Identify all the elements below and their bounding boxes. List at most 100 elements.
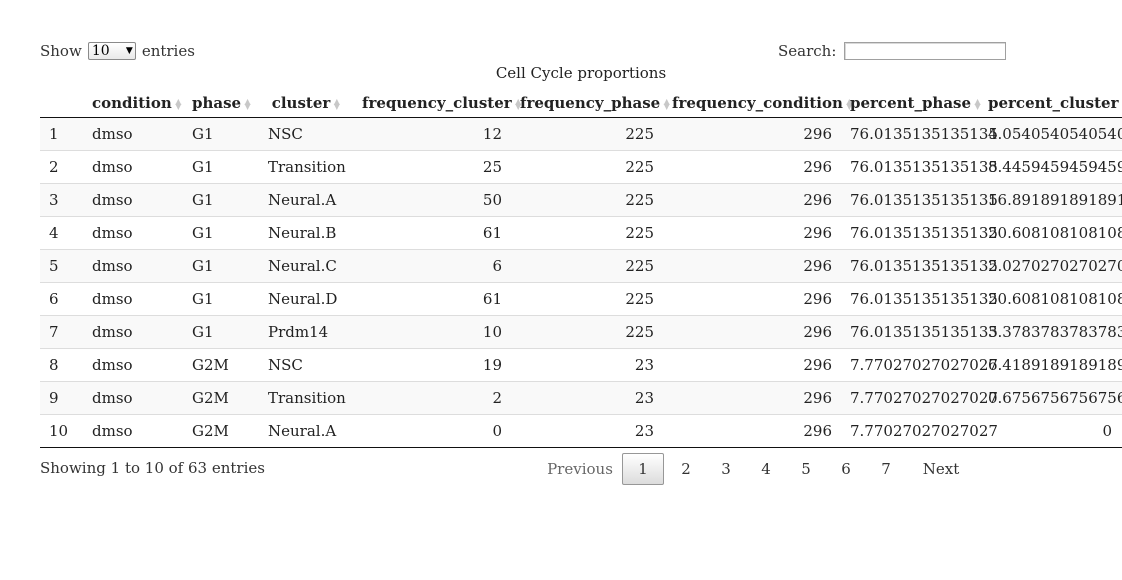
cell-phase: G1 bbox=[184, 315, 260, 349]
cell-percent-cluster: 2.02702702702703 bbox=[980, 249, 1122, 283]
sort-arrows-icon: ▲ ▼ bbox=[175, 95, 182, 111]
cell-percent-phase: 7.77027027027027 bbox=[842, 414, 998, 448]
cell-percent-phase: 76.0135135135135 bbox=[842, 282, 998, 316]
column-header-condition[interactable]: condition ▲ ▼ bbox=[84, 88, 184, 118]
page-button-2[interactable]: 2 bbox=[681, 460, 691, 478]
table-body: 1 dmso G1 NSC 12 225 296 76.0135135135135 4.0540… bbox=[40, 117, 1122, 448]
cell-cluster: Neural.D bbox=[260, 282, 354, 316]
row-index-cell: 1 bbox=[40, 117, 84, 151]
length-menu: Show 10 ▼ entries bbox=[40, 42, 195, 60]
cell-frequency-cluster: 61 bbox=[354, 216, 512, 250]
cell-frequency-cluster: 0 bbox=[354, 414, 512, 448]
search-label: Search: bbox=[778, 42, 837, 60]
page-length-select[interactable]: 10 ▼ bbox=[87, 42, 136, 60]
cell-cluster: Neural.C bbox=[260, 249, 354, 283]
cell-phase: G1 bbox=[184, 117, 260, 151]
cell-percent-phase: 76.0135135135135 bbox=[842, 183, 998, 217]
cell-frequency-cluster: 50 bbox=[354, 183, 512, 217]
table-row: 2 dmso G1 Transition 25 225 296 76.013513513513… bbox=[40, 150, 1122, 184]
cell-cluster: Transition bbox=[260, 381, 354, 415]
cell-percent-phase: 76.0135135135135 bbox=[842, 150, 998, 184]
cell-percent-phase: 76.0135135135135 bbox=[842, 249, 998, 283]
cell-frequency-condition: 296 bbox=[664, 348, 842, 382]
cell-frequency-cluster: 19 bbox=[354, 348, 512, 382]
page-button-4[interactable]: 4 bbox=[761, 460, 771, 478]
cell-phase: G2M bbox=[184, 414, 260, 448]
cell-frequency-condition: 296 bbox=[664, 216, 842, 250]
cell-cluster: Transition bbox=[260, 150, 354, 184]
cell-condition: dmso bbox=[84, 414, 184, 448]
cell-percent-cluster: 6.41891891891892 bbox=[980, 348, 1122, 382]
row-index-cell: 8 bbox=[40, 348, 84, 382]
sort-arrows-icon: ▲ ▼ bbox=[333, 95, 340, 111]
cell-phase: G1 bbox=[184, 150, 260, 184]
cell-frequency-condition: 296 bbox=[664, 183, 842, 217]
cell-frequency-condition: 296 bbox=[664, 381, 842, 415]
column-header-frequency-cluster[interactable]: frequency_cluster ▲ ▼ bbox=[354, 88, 521, 118]
page-button-1[interactable]: 1 bbox=[622, 453, 664, 485]
cell-condition: dmso bbox=[84, 183, 184, 217]
cell-frequency-cluster: 61 bbox=[354, 282, 512, 316]
cell-frequency-condition: 296 bbox=[664, 315, 842, 349]
previous-page-button[interactable]: Previous bbox=[547, 460, 613, 478]
cell-phase: G1 bbox=[184, 216, 260, 250]
column-header-cluster[interactable]: cluster ▲ ▼ bbox=[260, 88, 354, 118]
column-header-percent-cluster[interactable]: percent_cluster▲▼ bbox=[980, 88, 1122, 118]
page-button-5[interactable]: 5 bbox=[801, 460, 811, 478]
cell-frequency-cluster: 6 bbox=[354, 249, 512, 283]
cell-percent-phase: 76.0135135135135 bbox=[842, 117, 998, 151]
page-length-value: 10 bbox=[91, 43, 110, 59]
cell-percent-phase: 7.77027027027027 bbox=[842, 381, 998, 415]
cell-condition: dmso bbox=[84, 282, 184, 316]
cell-condition: dmso bbox=[84, 315, 184, 349]
page-button-7[interactable]: 7 bbox=[881, 460, 891, 478]
cell-frequency-phase: 225 bbox=[512, 249, 664, 283]
length-menu-suffix: entries bbox=[141, 42, 195, 60]
column-header-phase[interactable]: phase ▲ ▼ bbox=[184, 88, 260, 118]
cell-percent-cluster: 0 bbox=[980, 414, 1122, 448]
next-page-button[interactable]: Next bbox=[922, 460, 960, 478]
column-header-label: frequency_cluster bbox=[362, 93, 512, 112]
cell-frequency-phase: 225 bbox=[512, 117, 664, 151]
cell-percent-cluster: 20.6081081081081 bbox=[980, 282, 1122, 316]
page-button-3[interactable]: 3 bbox=[721, 460, 731, 478]
cell-condition: dmso bbox=[84, 216, 184, 250]
cell-percent-cluster: 4.05405405405405 bbox=[980, 117, 1122, 151]
column-header-frequency-condition[interactable]: frequency_condition ▲ ▼ bbox=[664, 88, 852, 118]
cell-condition: dmso bbox=[84, 249, 184, 283]
table-row: 3 dmso G1 Neural.A 50 225 296 76.0135135135135 1… bbox=[40, 183, 1122, 217]
header-row: condition ▲ ▼ phase ▲ ▼ cluster ▲ ▼ frequency_clu… bbox=[40, 88, 1122, 118]
cell-percent-cluster: 20.6081081081081 bbox=[980, 216, 1122, 250]
cell-frequency-condition: 296 bbox=[664, 150, 842, 184]
cell-percent-cluster: 0.675675675675676 bbox=[980, 381, 1122, 415]
cell-cluster: Neural.A bbox=[260, 414, 354, 448]
cell-percent-cluster: 8.44594594594595 bbox=[980, 150, 1122, 184]
cell-percent-cluster: 16.8918918918919 bbox=[980, 183, 1122, 217]
cell-frequency-cluster: 12 bbox=[354, 117, 512, 151]
row-index-cell: 3 bbox=[40, 183, 84, 217]
row-index-cell: 9 bbox=[40, 381, 84, 415]
cell-frequency-phase: 225 bbox=[512, 216, 664, 250]
sort-arrows-icon: ▲ ▼ bbox=[974, 95, 981, 111]
cell-phase: G2M bbox=[184, 348, 260, 382]
cell-condition: dmso bbox=[84, 150, 184, 184]
row-index-cell: 6 bbox=[40, 282, 84, 316]
cell-cluster: Prdm14 bbox=[260, 315, 354, 349]
cell-percent-cluster: 3.37837837837838 bbox=[980, 315, 1122, 349]
cell-phase: G1 bbox=[184, 282, 260, 316]
column-header-label: condition bbox=[92, 93, 172, 112]
table-info: Showing 1 to 10 of 63 entries bbox=[40, 459, 265, 477]
column-header-label: cluster bbox=[271, 93, 331, 112]
row-index-cell: 10 bbox=[40, 414, 84, 448]
length-menu-prefix: Show bbox=[40, 42, 82, 60]
column-header-label: frequency_phase bbox=[520, 93, 661, 112]
column-header-percent-phase[interactable]: percent_phase ▲ ▼ bbox=[842, 88, 981, 118]
column-header-frequency-phase[interactable]: frequency_phase ▲ ▼ bbox=[512, 88, 670, 118]
column-header-label: percent_cluster bbox=[988, 93, 1119, 112]
table-row: 5 dmso G1 Neural.C 6 225 296 76.0135135135135 2.… bbox=[40, 249, 1122, 283]
cell-frequency-condition: 296 bbox=[664, 117, 842, 151]
search-input[interactable] bbox=[844, 42, 1007, 60]
cell-cluster: Neural.A bbox=[260, 183, 354, 217]
page-button-6[interactable]: 6 bbox=[841, 460, 851, 478]
